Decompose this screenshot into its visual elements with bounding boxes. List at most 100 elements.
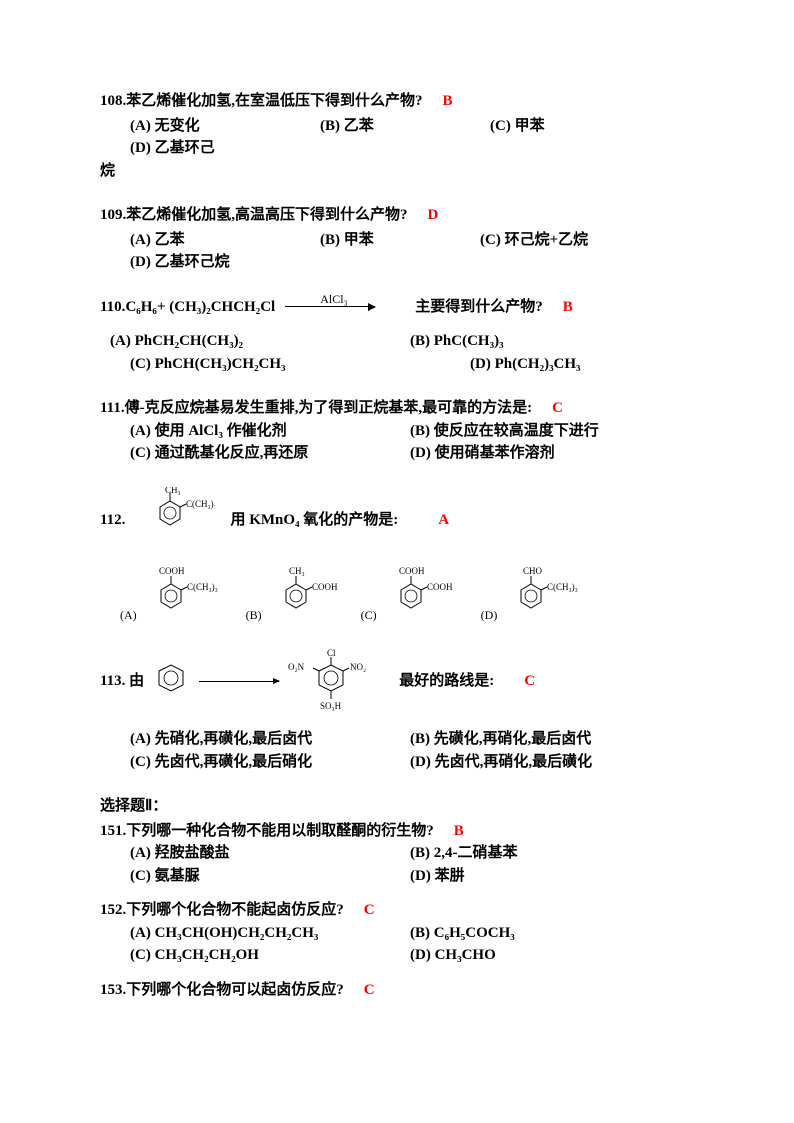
q109-options: (A) 乙苯 (B) 甲苯 (C) 环己烷+乙烷 (D) 乙基环己烷 [130, 229, 694, 274]
q152-text: 下列哪个化合物不能起卤仿反应? [126, 899, 344, 922]
q111-opt-a: (A) 使用 AlCl₃ 作催化剂 [130, 420, 410, 443]
q110-options: (A) PhCH₂CH(CH₃)₂ (B) PhC(CH₃)₃ (C) PhCH… [100, 330, 694, 375]
q110-opt-d: (D) Ph(CH₂)₃CH₃ [470, 353, 581, 376]
q110-opt-b: (B) PhC(CH₃)₃ [410, 330, 504, 353]
q108-opt-c: (C) 甲苯 [490, 115, 630, 138]
svg-text:CH₃: CH₃ [289, 566, 305, 576]
q111-num: 111. [100, 397, 125, 420]
q113-text: 最好的路线是: [399, 670, 494, 693]
q152-opt-b: (B) C₆H₅COCH₃ [410, 922, 515, 945]
q110-opt-c: (C) PhCH(CH₃)CH₂CH₃ [130, 353, 440, 376]
q109-num: 109. [100, 204, 126, 227]
q151-text: 下列哪一种化合物不能用以制取醛酮的衍生物? [126, 820, 434, 843]
svg-text:C(CH₃)₃: C(CH₃)₃ [187, 582, 218, 592]
q152-answer: C [364, 899, 375, 922]
q111-options: (A) 使用 AlCl₃ 作催化剂 (B) 使反应在较高温度下进行 (C) 通过… [130, 420, 694, 465]
q152-num: 152. [100, 899, 126, 922]
q111-opt-b: (B) 使反应在较高温度下进行 [410, 420, 599, 443]
q109-opt-c: (C) 环己烷+乙烷 [480, 229, 620, 252]
arrow-icon [199, 681, 279, 682]
q153-answer: C [364, 979, 375, 1002]
q110-num: 110. [100, 296, 125, 319]
q112-opt-d: (D) CHOC(CH₃)₃ [481, 562, 587, 624]
q151-options: (A) 羟胺盐酸盐 (B) 2,4-二硝基苯 (C) 氨基脲 (D) 苯肼 [130, 842, 694, 887]
q113-answer: C [524, 670, 535, 693]
q109-text: 苯乙烯催化加氢,高温高压下得到什么产物? [126, 204, 407, 227]
reaction-arrow: AlCl₃ [285, 306, 375, 307]
q113-options: (A) 先硝化,再磺化,最后卤代 (B) 先磺化,再硝化,最后卤代 (C) 先卤… [130, 728, 694, 773]
q110-answer: B [563, 296, 573, 319]
q151-opt-d: (D) 苯肼 [410, 865, 465, 888]
q110-text: 主要得到什么产物? [415, 296, 543, 319]
q109-opt-d: (D) 乙基环己烷 [130, 251, 230, 274]
q152-opt-a: (A) CH₃CH(OH)CH₂CH₂CH₃ [130, 922, 410, 945]
q110-reagent: AlCl₃ [320, 290, 348, 308]
q152-opt-c: (C) CH₃CH₂CH₂OH [130, 944, 410, 967]
question-108: 108. 苯乙烯催化加氢,在室温低压下得到什么产物? B (A) 无变化 (B)… [100, 90, 694, 182]
q108-options: (A) 无变化 (B) 乙苯 (C) 甲苯 (D) 乙基环己 [130, 115, 694, 160]
q151-answer: B [454, 820, 464, 843]
svg-text:COOH: COOH [427, 582, 453, 592]
q109-answer: D [428, 204, 439, 227]
svg-text:COOH: COOH [399, 566, 425, 576]
svg-text:CHO: CHO [523, 566, 543, 576]
q112-options: (A) COOHC(CH₃)₃ (B) CH₃COOH (C) COOHCOOH… [120, 562, 694, 624]
q110-formula-l: C₆H₆ [125, 296, 157, 319]
q111-opt-d: (D) 使用硝基苯作溶剂 [410, 442, 555, 465]
q111-text: 傅-克反应烷基易发生重排,为了得到正烷基苯,最可靠的方法是: [125, 397, 533, 420]
svg-text:COOH: COOH [159, 566, 185, 576]
q112-answer: A [438, 509, 449, 532]
q112-opt-c: (C) COOHCOOH [361, 562, 461, 624]
q108-opt-d2: 烷 [100, 160, 694, 183]
q108-opt-b: (B) 乙苯 [320, 115, 440, 138]
q152-opt-d: (D) CH₃CHO [410, 944, 496, 967]
q110-opt-a: (A) PhCH₂CH(CH₃)₂ [110, 330, 410, 353]
q108-text: 苯乙烯催化加氢,在室温低压下得到什么产物? [126, 90, 422, 113]
q109-opt-a: (A) 乙苯 [130, 229, 270, 252]
q151-opt-c: (C) 氨基脲 [130, 865, 410, 888]
q153-num: 153. [100, 979, 126, 1002]
q108-num: 108. [100, 90, 126, 113]
product-structure: Cl O₂N NO₂ SO₃H [284, 646, 379, 716]
q113-opt-b: (B) 先磺化,再硝化,最后卤代 [410, 728, 591, 751]
q153-text: 下列哪个化合物可以起卤仿反应? [126, 979, 344, 1002]
svg-text:O₂N: O₂N [288, 662, 305, 672]
q108-answer: B [443, 90, 453, 113]
q113-opt-c: (C) 先卤代,再磺化,最后硝化 [130, 751, 410, 774]
q113-num: 113. 由 [100, 670, 144, 693]
question-113: 113. 由 Cl O₂N NO₂ SO₃H 最好的路线是: C (A) 先硝化… [100, 646, 694, 773]
q111-answer: C [552, 397, 563, 420]
svg-text:NO₂: NO₂ [350, 662, 366, 672]
q109-opt-b: (B) 甲苯 [320, 229, 430, 252]
q112-opt-b: (B) CH₃COOH [246, 562, 341, 624]
q112-text: 用 KMnO₄ 氧化的产物是: [230, 509, 398, 532]
q113-opt-a: (A) 先硝化,再磺化,最后卤代 [130, 728, 410, 751]
tbu-label: C(CH₃)₃ [186, 499, 215, 509]
q108-opt-d: (D) 乙基环己 [130, 137, 215, 160]
question-112: 112. CH₃ C(CH₃)₃ 用 KMnO₄ 氧化的产物是: A (A) C… [100, 487, 694, 625]
svg-text:Cl: Cl [327, 648, 336, 658]
q151-opt-a: (A) 羟胺盐酸盐 [130, 842, 410, 865]
question-153: 153. 下列哪个化合物可以起卤仿反应? C [100, 979, 694, 1002]
q112-num: 112. [100, 509, 125, 532]
benzene-icon [144, 659, 194, 704]
q113-opt-d: (D) 先卤代,再硝化,最后磺化 [410, 751, 592, 774]
q112-structure: CH₃ C(CH₃)₃ [140, 487, 215, 555]
svg-text:SO₃H: SO₃H [320, 701, 342, 711]
question-151: 151. 下列哪一种化合物不能用以制取醛酮的衍生物? B (A) 羟胺盐酸盐 (… [100, 820, 694, 888]
question-111: 111. 傅-克反应烷基易发生重排,为了得到正烷基苯,最可靠的方法是: C (A… [100, 397, 694, 465]
q151-num: 151. [100, 820, 126, 843]
section-2-heading: 选择题Ⅱ： [100, 795, 694, 818]
ch3-label: CH₃ [165, 487, 181, 495]
q108-opt-a: (A) 无变化 [130, 115, 270, 138]
question-110: 110. C₆H₆ + (CH₃)₂CHCH₂Cl AlCl₃ 主要得到什么产物… [100, 296, 694, 376]
q110-plus: + (CH₃)₂CHCH₂Cl [157, 296, 275, 319]
q151-opt-b: (B) 2,4-二硝基苯 [410, 842, 518, 865]
question-109: 109. 苯乙烯催化加氢,高温高压下得到什么产物? D (A) 乙苯 (B) 甲… [100, 204, 694, 274]
q152-options: (A) CH₃CH(OH)CH₂CH₂CH₃ (B) C₆H₅COCH₃ (C)… [130, 922, 694, 967]
q112-opt-a: (A) COOHC(CH₃)₃ [120, 562, 226, 624]
question-152: 152. 下列哪个化合物不能起卤仿反应? C (A) CH₃CH(OH)CH₂C… [100, 899, 694, 967]
svg-text:COOH: COOH [312, 582, 338, 592]
q111-opt-c: (C) 通过酰基化反应,再还原 [130, 442, 410, 465]
svg-text:C(CH₃)₃: C(CH₃)₃ [547, 582, 578, 592]
